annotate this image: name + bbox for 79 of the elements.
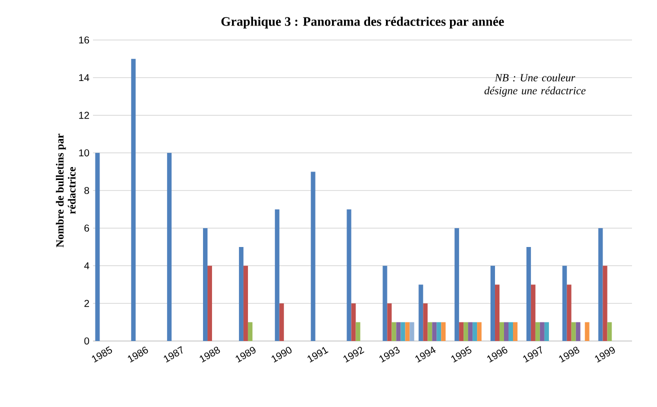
bar [441, 322, 446, 341]
bar [432, 322, 437, 341]
bar [499, 322, 504, 341]
bar [544, 322, 549, 341]
bar [203, 228, 208, 341]
bar [382, 266, 388, 341]
bar [238, 246, 244, 341]
bar [167, 152, 172, 341]
bar [562, 266, 567, 341]
chart-title: Graphique 3 : Panorama des rédactrices par année [221, 16, 504, 28]
x-tick-label: 1996 [487, 346, 508, 363]
x-tick-label: 1999 [594, 346, 615, 363]
x-tick-label: 1985 [92, 346, 112, 363]
x-tick-label: 1986 [128, 346, 148, 363]
y-tick-label: 12 [79, 112, 89, 119]
bar [243, 266, 248, 341]
bar [459, 322, 464, 341]
annotation: NB : Une couleur désigne une rédactrice [484, 74, 586, 97]
bar [436, 322, 442, 341]
x-tick-label: 1987 [164, 346, 183, 363]
bar [504, 322, 508, 341]
bar [279, 303, 284, 341]
y-tick-label: 10 [79, 149, 90, 156]
bar [131, 58, 136, 341]
bar [464, 322, 468, 341]
bar [477, 322, 482, 341]
bar [576, 322, 580, 341]
bar [400, 322, 406, 341]
bar [530, 284, 536, 341]
bar [494, 284, 500, 341]
x-tick-label: 1998 [559, 346, 580, 363]
bar [584, 322, 590, 341]
bar [418, 284, 424, 341]
bar [428, 322, 432, 341]
y-tick-label: 2 [84, 300, 89, 307]
bar [351, 303, 356, 341]
bar [346, 209, 352, 341]
y-tick-label: 14 [79, 74, 90, 82]
x-tick-label: 1989 [236, 346, 256, 363]
bar [607, 322, 612, 341]
bar [310, 172, 316, 341]
bar [248, 322, 252, 341]
bar [405, 322, 410, 341]
bar [423, 303, 428, 341]
x-tick-label: 1991 [308, 346, 328, 363]
bar [490, 266, 495, 341]
bar [535, 322, 540, 341]
y-tick-label: 6 [84, 224, 90, 232]
x-tick-label: 1990 [272, 346, 292, 363]
x-tick-label: 1988 [200, 346, 220, 363]
bar [208, 266, 212, 341]
y-axis-title: Nombre de bulletins par rédactrice [56, 134, 76, 248]
bar [274, 209, 280, 341]
bar [508, 322, 513, 341]
bar [468, 322, 473, 341]
bar [454, 228, 460, 341]
bar [526, 246, 531, 341]
y-tick-label: 8 [84, 186, 90, 194]
bar [602, 266, 608, 341]
bar [356, 322, 360, 341]
y-tick-label: 4 [84, 262, 90, 270]
bar [540, 322, 544, 341]
bar [392, 322, 396, 341]
y-tick-label: 0 [84, 337, 90, 345]
bar [396, 322, 401, 341]
bar [598, 228, 603, 341]
x-tick-label: 1995 [451, 346, 472, 363]
x-tick-label: 1994 [415, 346, 436, 363]
bar [387, 303, 392, 341]
bar [95, 152, 100, 341]
bar [512, 322, 518, 341]
y-tick-label: 16 [79, 36, 90, 44]
x-tick-label: 1992 [343, 346, 364, 363]
bar [410, 322, 414, 341]
bar [571, 322, 576, 341]
bar [472, 322, 478, 341]
x-tick-label: 1993 [379, 346, 400, 363]
bar [566, 284, 572, 341]
x-tick-label: 1997 [523, 346, 542, 363]
